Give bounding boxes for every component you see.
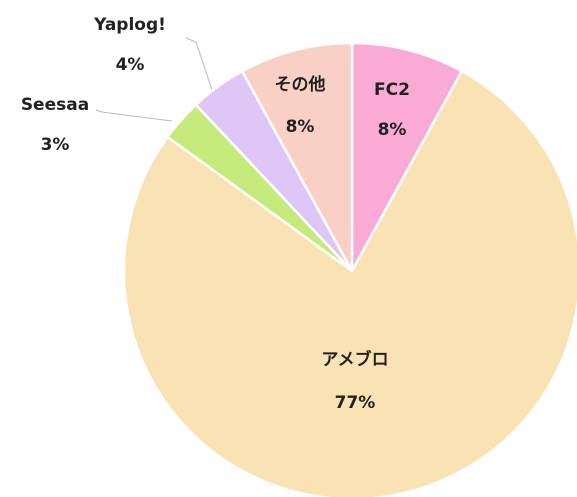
slice-label: Yaplog! [93, 15, 166, 35]
value-label: 8% [378, 120, 407, 140]
slice-label: Seesaa [21, 95, 89, 115]
value-label: 77% [335, 393, 376, 413]
value-label: 4% [116, 55, 145, 75]
slice-label: その他 [275, 74, 326, 95]
pie-slice [122, 69, 577, 497]
value-label: 3% [41, 135, 70, 155]
pie-slice [350, 41, 464, 272]
leader-line [95, 109, 173, 122]
value-label: 8% [286, 117, 315, 137]
leader-line [185, 37, 213, 91]
pie-slice [240, 41, 354, 272]
slice-label: FC2 [374, 80, 410, 100]
slices [122, 41, 577, 497]
slice-label: アメブロ [321, 349, 388, 370]
